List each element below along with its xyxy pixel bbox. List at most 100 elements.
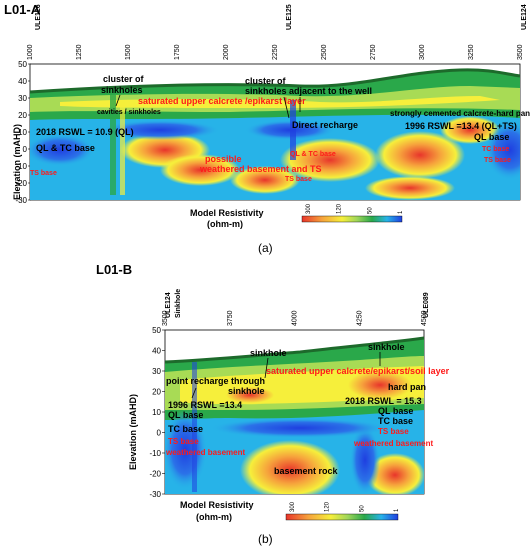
panel-a-colorbar-tick-2: 50 [367, 207, 373, 214]
panel-a-label-ql-mid: QL & TC base [290, 151, 336, 158]
panel-a-label-direct: Direct recharge [292, 120, 358, 130]
panel-a-x-tick-2: 1500 [125, 44, 132, 60]
panel-a-colorbar-unit: (ohm-m) [207, 219, 243, 229]
well-label-ule089: ULE089 [423, 292, 430, 318]
panel-b-arrows [191, 352, 381, 399]
well-label-ule125: ULE125 [286, 4, 293, 30]
panel-b-x-tick-2: 4000 [292, 310, 299, 326]
panel-a-label-weathered: weathered basement and TS [199, 164, 322, 174]
panel-b-x-tick-1: 3750 [227, 310, 234, 326]
panel-a-title: L01-A [4, 2, 41, 17]
panel-b-label-rswl1996: 1996 RSWL =13.4 [168, 400, 242, 410]
panel-a-y-tick-2: 30 [18, 94, 27, 103]
panel-a-caption: (a) [258, 241, 273, 255]
panel-b-label-point2: sinkhole [228, 386, 265, 396]
panel-a-x-tick-6: 2500 [321, 44, 328, 60]
panel-b-label-ql-base-right: QL base [378, 406, 413, 416]
panel-a-y-tick-0: 50 [18, 60, 27, 69]
panel-b-y-tick-8: -30 [149, 490, 161, 499]
panel-b-label-ql-base-left: QL base [168, 410, 203, 420]
well-label-ule126: ULE126 [35, 4, 42, 30]
panel-a-label-cluster2: cluster of [245, 76, 287, 86]
panel-b-y-tick-1: 40 [152, 347, 161, 356]
panel-a-x-tick-1: 1250 [76, 44, 83, 60]
panel-a-x-ticks: 1000 1250 1500 1750 2000 2250 2500 2750 3000 3250… [27, 44, 524, 60]
panel-a-y-tick-6: -10 [15, 162, 27, 171]
panel-a-x-tick-9: 3250 [468, 44, 475, 60]
panel-b-topography [164, 336, 425, 364]
panel-a-label-tc-base: TC base [482, 146, 509, 153]
panel-b-x-tick-0: 3500 [162, 310, 169, 326]
panel-b: L01-B ULE124 Sinkhole ULE089 3500 3750 400… [96, 262, 450, 546]
panel-a-label-ts-base-left: TS base [30, 170, 57, 177]
panel-a-x-tick-5: 2250 [272, 44, 279, 60]
panel-a-x-tick-0: 1000 [27, 44, 34, 60]
panel-b-x-ticks: 3500 3750 4000 4250 4500 [162, 310, 428, 326]
panel-a-label-rswl2018: 2018 RSWL = 10.9 (QL) [36, 127, 134, 137]
panel-a-x-tick-3: 1750 [174, 44, 181, 60]
panel-b-label-sinkhole2: sinkhole [368, 342, 405, 352]
panel-a-y-tick-8: -30 [15, 196, 27, 205]
panel-b-title: L01-B [96, 262, 132, 277]
panel-a-label-cluster2b: sinkholes adjacent to the well [245, 86, 372, 96]
panel-a-label-rswl1996: 1996 RSWL =13.4 (QL+TS) [405, 121, 517, 131]
panel-a-label-cluster1: cluster of [103, 74, 145, 84]
panel-a-y-tick-1: 40 [18, 77, 27, 86]
panel-b-x-tick-3: 4250 [356, 310, 363, 326]
panel-a-y-tick-5: 0 [23, 145, 28, 154]
panel-a-colorbar-tick-3: 1 [398, 210, 404, 214]
panel-b-x-tick-4: 4500 [421, 310, 428, 326]
panel-a-x-tick-7: 2750 [370, 44, 377, 60]
panel-a-y-tick-3: 20 [18, 111, 27, 120]
panel-b-y-tick-7: -20 [149, 470, 161, 479]
panel-a-label-ql-base: QL base [474, 132, 509, 142]
panel-b-y-tick-3: 20 [152, 388, 161, 397]
panel-b-colorbar-tick-3: 1 [394, 508, 400, 512]
panel-a-label-cavities: cavities / sinkholes [97, 109, 161, 116]
panel-b-label-weathered-right: weathered basement [353, 439, 433, 448]
panel-a: L01-A ULE126 ULE125 ULE124 1000 1250 1500 1… [4, 2, 530, 255]
panel-b-resistivity-section [165, 338, 424, 494]
panel-b-colorbar-tick-2: 50 [359, 505, 365, 512]
panel-a-resistivity-section [30, 69, 520, 200]
panel-a-label-ql-tc-base: QL & TC base [36, 143, 95, 153]
panel-b-y-ticks: 50 40 30 20 10 0 -10 -20 -30 [149, 326, 165, 499]
panel-b-label-tc-base-right: TC base [378, 416, 413, 426]
panel-b-y-tick-5: 0 [157, 429, 162, 438]
panel-b-label-ts-base-right: TS base [378, 427, 409, 436]
panel-a-label-cluster1b: sinkholes [101, 85, 143, 95]
panel-a-colorbar-tick-1: 120 [337, 203, 343, 214]
panel-b-label-sinkhole1: sinkhole [250, 348, 287, 358]
panel-b-label-tc-base-left: TC base [168, 424, 203, 434]
panel-a-colorbar [301, 215, 403, 223]
well-label-ule124-b: ULE124 [165, 292, 172, 318]
panel-b-colorbar-tick-0: 300 [290, 501, 296, 512]
panel-a-topography [29, 68, 521, 94]
panel-b-label-basement: basement rock [274, 466, 339, 476]
panel-a-arrows [115, 94, 301, 119]
panel-b-caption: (b) [258, 532, 273, 546]
panel-a-y-tick-4: 10 [18, 128, 27, 137]
panel-b-y-tick-6: -10 [149, 449, 161, 458]
panel-a-label-possible: possible [205, 154, 242, 164]
panel-b-label-hardpan: hard pan [388, 382, 426, 392]
panel-a-label-ts-base-right: TS base [484, 157, 511, 164]
panel-a-colorbar-tick-0: 300 [306, 203, 312, 214]
panel-b-y-axis-label: Elevation (mAHD) [128, 394, 138, 470]
panel-a-y-axis-label: Elevation (mAHD) [12, 124, 22, 200]
panel-b-label-ts-base-left: TS base [168, 437, 199, 446]
panel-b-colorbar-tick-1: 120 [325, 501, 331, 512]
panel-b-colorbar [285, 513, 399, 521]
panel-b-label-saturated: saturated upper calcrete/epikarst/soil l… [266, 366, 450, 376]
panel-a-y-tick-7: -20 [15, 179, 27, 188]
panel-a-x-tick-4: 2000 [223, 44, 230, 60]
panel-b-colorbar-unit: (ohm-m) [196, 512, 232, 522]
panel-a-colorbar-ticks: 300 120 50 1 [306, 203, 404, 214]
panel-b-colorbar-title: Model Resistivity [180, 500, 254, 510]
panel-a-label-ts-mid: TS base [285, 176, 312, 183]
panel-a-x-tick-8: 3000 [419, 44, 426, 60]
panel-b-label-rswl2018: 2018 RSWL = 15.3 [345, 396, 422, 406]
panel-a-y-ticks: 50 40 30 20 10 0 -10 -20 -30 [15, 60, 31, 205]
well-label-ule124: ULE124 [521, 4, 528, 30]
